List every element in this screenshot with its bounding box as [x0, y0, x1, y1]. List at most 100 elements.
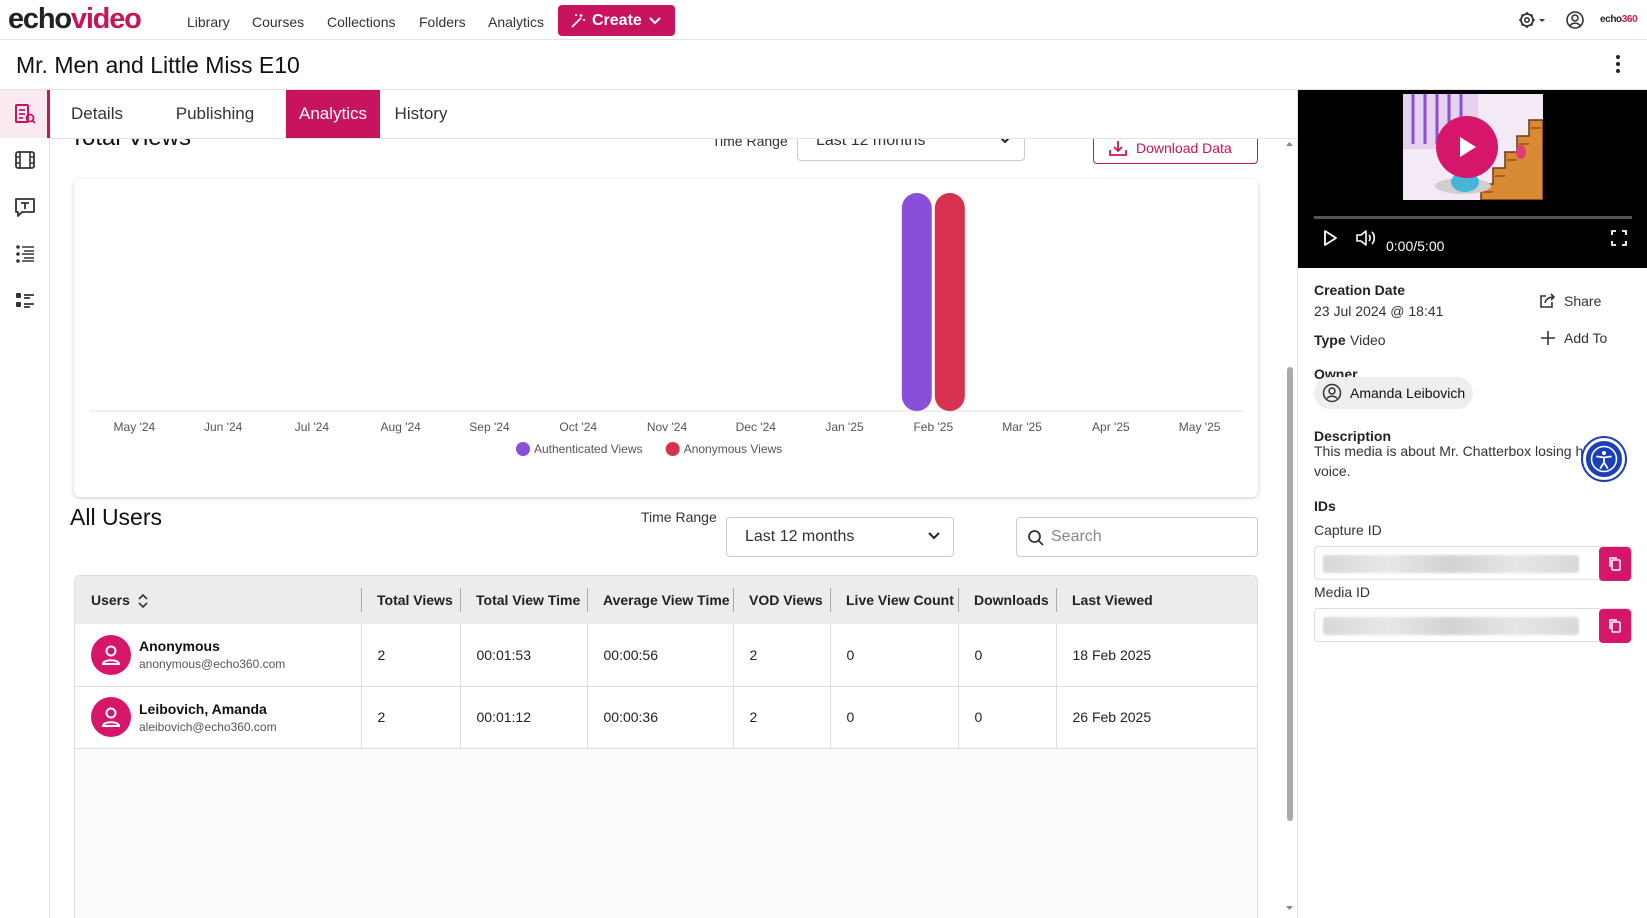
- video-progress-bar[interactable]: [1314, 216, 1632, 219]
- nav-folders[interactable]: Folders: [419, 14, 466, 30]
- rail-media-details[interactable]: [12, 101, 38, 127]
- col-downloads: Downloads: [958, 576, 1056, 624]
- volume-icon[interactable]: [1355, 229, 1377, 247]
- cell-vod-views: 2: [733, 686, 831, 748]
- media-id-redacted: [1323, 617, 1579, 635]
- rail-transcript[interactable]: [12, 194, 38, 220]
- total-views-time-range-select[interactable]: Last 12 months: [797, 139, 1025, 161]
- user-search-input[interactable]: Search: [1016, 517, 1258, 557]
- capture-id-label: Capture ID: [1314, 522, 1382, 538]
- all-users-time-range-label: Time Range: [641, 509, 717, 525]
- type-label: Type: [1314, 332, 1346, 348]
- fullscreen-icon[interactable]: [1611, 230, 1627, 246]
- share-button[interactable]: Share: [1538, 292, 1601, 310]
- cell-vod-views: 2: [733, 624, 831, 686]
- user-cell: Anonymous anonymous@echo360.com: [91, 634, 361, 675]
- scroll-thumb[interactable]: [1287, 367, 1293, 821]
- user-name: Leibovich, Amanda: [139, 700, 267, 717]
- user-email: anonymous@echo360.com: [139, 657, 286, 672]
- x-tick-label: Apr '25: [1092, 420, 1130, 434]
- media-id-field[interactable]: [1314, 608, 1632, 643]
- x-tick-label: Nov '24: [647, 420, 688, 434]
- echovideo-logo[interactable]: echovideo: [8, 3, 142, 35]
- nav-analytics[interactable]: Analytics: [488, 14, 545, 30]
- play-control-icon[interactable]: [1322, 229, 1338, 247]
- total-views-chart: May '24 Jun '24 Jul '24 Aug '24 Sep '24 Oct '…: [74, 179, 1258, 497]
- search-icon: [1028, 530, 1044, 546]
- plus-icon: [1541, 331, 1555, 345]
- capture-id-field[interactable]: [1314, 546, 1632, 581]
- cell-downloads: 0: [958, 624, 1057, 686]
- legend-label[interactable]: Authenticated Views: [534, 442, 643, 456]
- film-icon: [15, 151, 35, 169]
- tab-history[interactable]: History: [394, 104, 448, 123]
- copy-capture-id-button[interactable]: [1599, 547, 1631, 581]
- create-label: Create: [592, 11, 642, 29]
- table-row[interactable]: Leibovich, Amanda aleibovich@echo360.com …: [75, 686, 1257, 748]
- rail-video[interactable]: [12, 147, 38, 173]
- col-total-view-time: Total View Time: [460, 576, 587, 624]
- video-player[interactable]: 0:00/5:00: [1298, 90, 1647, 268]
- rail-chapters[interactable]: [12, 241, 38, 267]
- all-users-time-range-value: Last 12 months: [745, 528, 855, 545]
- gear-icon: [1519, 12, 1545, 28]
- description-label: Description: [1314, 428, 1392, 444]
- person-icon: [101, 645, 121, 665]
- table-header-row: Users Total Views Total View Time Averag…: [75, 576, 1257, 624]
- cell-average-view-time: 00:00:56: [587, 624, 734, 686]
- x-tick-label: May '24: [114, 420, 156, 434]
- accessibility-widget-button[interactable]: [1583, 438, 1625, 480]
- col-users[interactable]: Users: [75, 576, 361, 624]
- all-users-time-range-select[interactable]: Last 12 months: [726, 517, 954, 557]
- legend-marker[interactable]: [665, 442, 680, 456]
- chevron-down-icon: [1000, 139, 1010, 144]
- x-tick-label: May '25: [1179, 420, 1221, 434]
- cell-live-view-count: 0: [830, 624, 959, 686]
- nav-library[interactable]: Library: [187, 14, 230, 30]
- x-tick-label: Jan '25: [825, 420, 864, 434]
- user-name: Anonymous: [139, 638, 220, 655]
- cell-last-viewed: 18 Feb 2025: [1072, 646, 1152, 663]
- copy-media-id-button[interactable]: [1599, 609, 1631, 643]
- type-value: Video: [1350, 332, 1386, 348]
- total-views-time-range-value: Last 12 months: [816, 139, 926, 149]
- settings-menu-button[interactable]: [1518, 10, 1548, 35]
- all-users-title: All Users: [70, 504, 163, 530]
- total-views-chart-svg: May '24 Jun '24 Jul '24 Aug '24 Sep '24 Oct '…: [90, 193, 1244, 456]
- account-button[interactable]: [1565, 10, 1585, 35]
- main-scrollbar[interactable]: [1282, 139, 1297, 918]
- copy-icon: [1609, 557, 1621, 571]
- bar-anonymous-views[interactable]: [934, 193, 965, 411]
- x-tick-label: Aug '24: [381, 420, 422, 434]
- share-icon: [1540, 293, 1556, 308]
- table-row[interactable]: Anonymous anonymous@echo360.com 2 00:01:5…: [75, 624, 1257, 686]
- legend-label[interactable]: Anonymous Views: [684, 442, 783, 456]
- capture-id-redacted: [1323, 555, 1579, 573]
- video-time: 0:00/5:00: [1386, 238, 1445, 254]
- bar-authenticated-views[interactable]: [901, 193, 932, 411]
- tab-publishing[interactable]: Publishing: [175, 104, 255, 123]
- ids-label: IDs: [1314, 498, 1336, 514]
- cell-average-view-time: 00:00:36: [587, 686, 734, 748]
- caption-icon: [15, 198, 35, 217]
- cell-live-view-count: 0: [830, 686, 959, 748]
- download-data-label: Download Data: [1136, 139, 1232, 156]
- rail-quiz[interactable]: [12, 288, 38, 314]
- create-button[interactable]: Create: [558, 5, 675, 36]
- x-tick-label: Jul '24: [295, 420, 330, 434]
- add-to-button[interactable]: Add To: [1540, 330, 1607, 346]
- col-total-views: Total Views: [361, 576, 460, 624]
- tab-analytics[interactable]: Analytics: [286, 90, 380, 138]
- nav-courses[interactable]: Courses: [252, 14, 305, 30]
- play-overlay-button[interactable]: [1436, 116, 1498, 178]
- x-tick-label: Dec '24: [736, 420, 777, 434]
- creation-date-label: Creation Date: [1314, 282, 1406, 298]
- more-options-button[interactable]: [1615, 54, 1621, 79]
- tab-details[interactable]: Details: [71, 104, 123, 123]
- legend-marker[interactable]: [516, 442, 530, 456]
- title-bar: Mr. Men and Little Miss E10: [0, 40, 1647, 90]
- chevron-down-icon: [928, 532, 940, 540]
- download-data-button[interactable]: Download Data: [1093, 139, 1258, 164]
- nav-collections[interactable]: Collections: [327, 14, 396, 30]
- col-last-viewed: Last Viewed: [1056, 576, 1257, 624]
